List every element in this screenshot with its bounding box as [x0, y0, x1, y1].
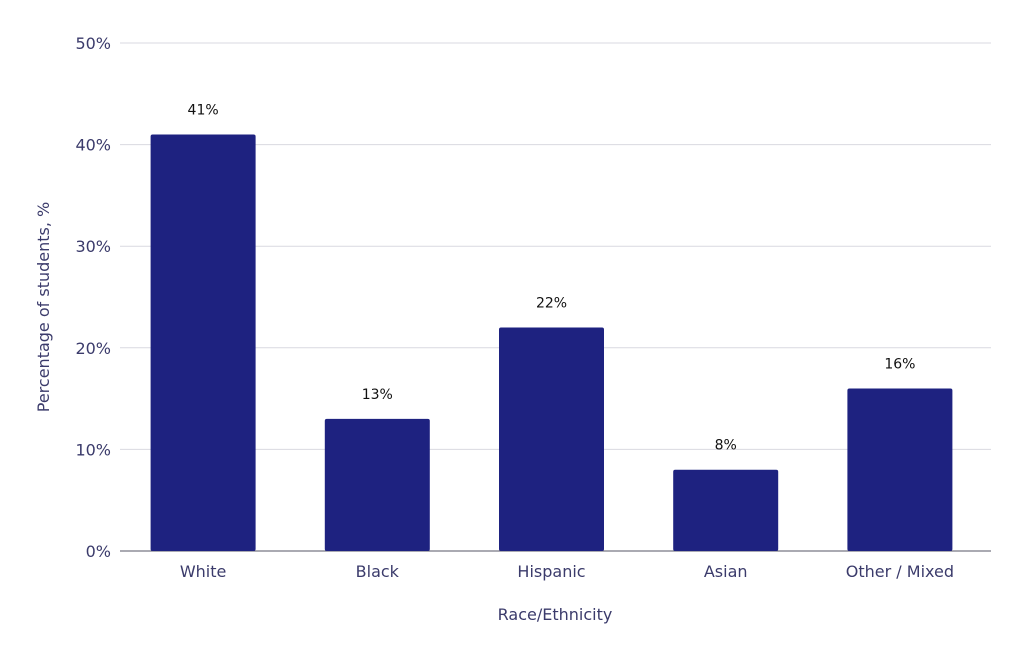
x-tick-label: Black	[356, 562, 400, 581]
bar-white	[150, 134, 256, 551]
data-label: 22%	[536, 295, 567, 311]
y-tick-label: 0%	[86, 542, 111, 561]
data-label: 13%	[362, 387, 393, 403]
bar-black	[324, 418, 430, 551]
y-tick-label: 30%	[75, 237, 111, 256]
data-label: 16%	[884, 356, 915, 372]
y-tick-label: 10%	[75, 440, 111, 459]
labels-layer: 0% 10% 20% 30% 40% 50% 41% White 13% Black 22% Hisp…	[75, 34, 954, 581]
data-label: 41%	[188, 102, 219, 118]
x-tick-label: Hispanic	[517, 562, 585, 581]
y-tick-label: 40%	[75, 136, 111, 155]
x-tick-label: Other / Mixed	[846, 562, 954, 581]
x-axis-title: Race/Ethnicity	[498, 605, 613, 624]
y-axis-title: Percentage of students, %	[34, 202, 53, 412]
x-tick-label: Asian	[704, 562, 748, 581]
y-tick-label: 20%	[75, 339, 111, 358]
bar-asian	[673, 469, 779, 551]
bar-hispanic	[499, 327, 604, 551]
bar-other-mixed	[847, 388, 953, 551]
x-tick-label: White	[180, 562, 227, 581]
data-label: 8%	[715, 438, 737, 454]
y-tick-label: 50%	[75, 34, 111, 53]
bars-layer	[150, 134, 953, 551]
